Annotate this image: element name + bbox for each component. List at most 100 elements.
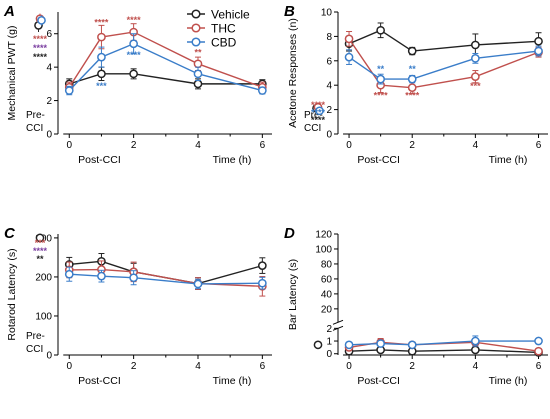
x-tick-label: 6 <box>260 140 266 151</box>
data-point-cbd <box>407 340 417 350</box>
significance-stars: **** <box>311 100 326 110</box>
panel-b: B 0 2 4 6 8 10 0 2 4 6 Time (h) Post-CCI Acetone Resp… <box>284 3 548 166</box>
data-point-cbd <box>534 46 543 56</box>
y-tick-label: 200 <box>35 272 52 283</box>
data-point-thc <box>471 72 480 82</box>
pre-cci-label: Pre- CCI <box>26 331 45 355</box>
data-point-cbd <box>64 269 74 279</box>
x-tick-label: 2 <box>409 361 415 372</box>
panel-letter: D <box>284 225 295 242</box>
y-tick-label: 20 <box>321 304 333 315</box>
pre-cci-label: Pre- CCI <box>26 110 45 134</box>
significance-stars: **** <box>127 50 142 60</box>
pre-cci-label-line1: Pre- <box>26 110 45 121</box>
y-tick-label: 6 <box>326 56 332 67</box>
x-tick-label: 2 <box>409 140 415 151</box>
data-point-vehicle <box>129 69 138 79</box>
x-tick-label: 0 <box>346 140 352 151</box>
data-point-vehicle <box>193 79 203 89</box>
significance-stars: **** <box>405 91 420 101</box>
pre-point-vehicle <box>313 340 323 350</box>
y-tick-label: 40 <box>321 289 333 300</box>
y-tick-label: 0 <box>46 351 52 362</box>
y-tick-label: 100 <box>35 311 52 322</box>
data-point-cbd <box>407 74 417 84</box>
data-point-vehicle <box>471 345 480 355</box>
data-point-cbd <box>129 273 138 283</box>
data-point-cbd <box>257 86 267 95</box>
panel-letter: B <box>284 3 295 20</box>
significance-stars: **** <box>33 43 48 53</box>
x-axis-label: Time (h) <box>489 375 528 387</box>
data-point-vehicle <box>534 36 543 46</box>
data-point-thc <box>193 59 203 69</box>
y-tick-label: 0 <box>326 130 332 141</box>
y-axis-label: Mechanical PWT (g) <box>6 26 18 121</box>
pre-point-vehicle <box>35 233 45 243</box>
y-tick-label: 4 <box>326 81 332 92</box>
data-point-cbd <box>64 86 74 95</box>
x-axis-label: Time (h) <box>213 154 252 166</box>
significance-stars: *** <box>470 81 481 91</box>
data-point-cbd <box>344 52 354 62</box>
data-point-vehicle <box>471 40 480 50</box>
significance-stars: *** <box>35 238 46 248</box>
pre-point-cbd <box>315 106 324 116</box>
data-point-cbd <box>97 52 106 62</box>
significance-stars: **** <box>311 115 326 125</box>
y-axis-label: Acetone Responses (n) <box>287 18 299 128</box>
y-tick-label: 100 <box>315 244 332 255</box>
significance-stars: **** <box>33 34 48 44</box>
data-point-cbd <box>193 69 203 79</box>
x-tick-label: 2 <box>131 140 137 151</box>
x-tick-label: 6 <box>536 140 542 151</box>
legend-swatch-marker <box>191 37 201 47</box>
significance-stars: *** <box>96 81 107 91</box>
x-tick-label: 6 <box>260 361 266 372</box>
data-point-vehicle <box>257 261 267 270</box>
x-tick-label: 4 <box>473 361 479 372</box>
post-cci-label: Post-CCI <box>357 154 400 166</box>
data-point-thc <box>344 34 354 44</box>
significance-stars: ** <box>194 47 202 57</box>
data-point-cbd <box>376 74 385 84</box>
data-point-cbd <box>129 39 138 49</box>
x-tick-label: 0 <box>66 140 72 151</box>
data-point-vehicle <box>97 69 106 79</box>
panel-letter: C <box>4 225 16 242</box>
pre-cci-label-line1: Pre- <box>26 331 45 342</box>
x-axis-label: Time (h) <box>213 375 252 387</box>
x-tick-label: 0 <box>66 361 72 372</box>
significance-stars: **** <box>311 108 326 118</box>
pre-point-cbd <box>37 16 46 25</box>
significance-stars: **** <box>94 17 109 27</box>
post-cci-label: Post-CCI <box>78 375 121 387</box>
data-point-vehicle <box>407 46 417 56</box>
y-tick-label: 6 <box>46 29 52 40</box>
data-point-thc <box>407 83 417 92</box>
y-tick-label: 0 <box>326 349 332 360</box>
x-tick-label: 4 <box>195 361 201 372</box>
panel-a: A 0 2 4 6 0 2 4 6 Time (h) Post-CCI Mechanical PWT … <box>3 3 272 166</box>
significance-stars: ** <box>377 64 385 74</box>
pre-cci-label-line1: Pre- <box>304 110 323 121</box>
panel-letter: A <box>3 3 15 20</box>
legend-label: THC <box>211 22 236 36</box>
x-tick-label: 6 <box>536 361 542 372</box>
x-tick-label: 4 <box>473 140 479 151</box>
data-point-cbd <box>471 336 480 346</box>
data-point-cbd <box>471 54 480 63</box>
y-tick-label: 2 <box>326 105 332 116</box>
legend-swatch-marker <box>191 9 201 19</box>
significance-stars: ** <box>409 64 417 74</box>
data-point-vehicle <box>376 25 385 35</box>
post-cci-label: Post-CCI <box>357 375 400 387</box>
y-tick-label: 80 <box>321 259 333 270</box>
legend-label: Vehicle <box>211 8 250 22</box>
y-tick-label: 2 <box>326 324 332 335</box>
pre-cci-label-line2: CCI <box>304 123 321 134</box>
